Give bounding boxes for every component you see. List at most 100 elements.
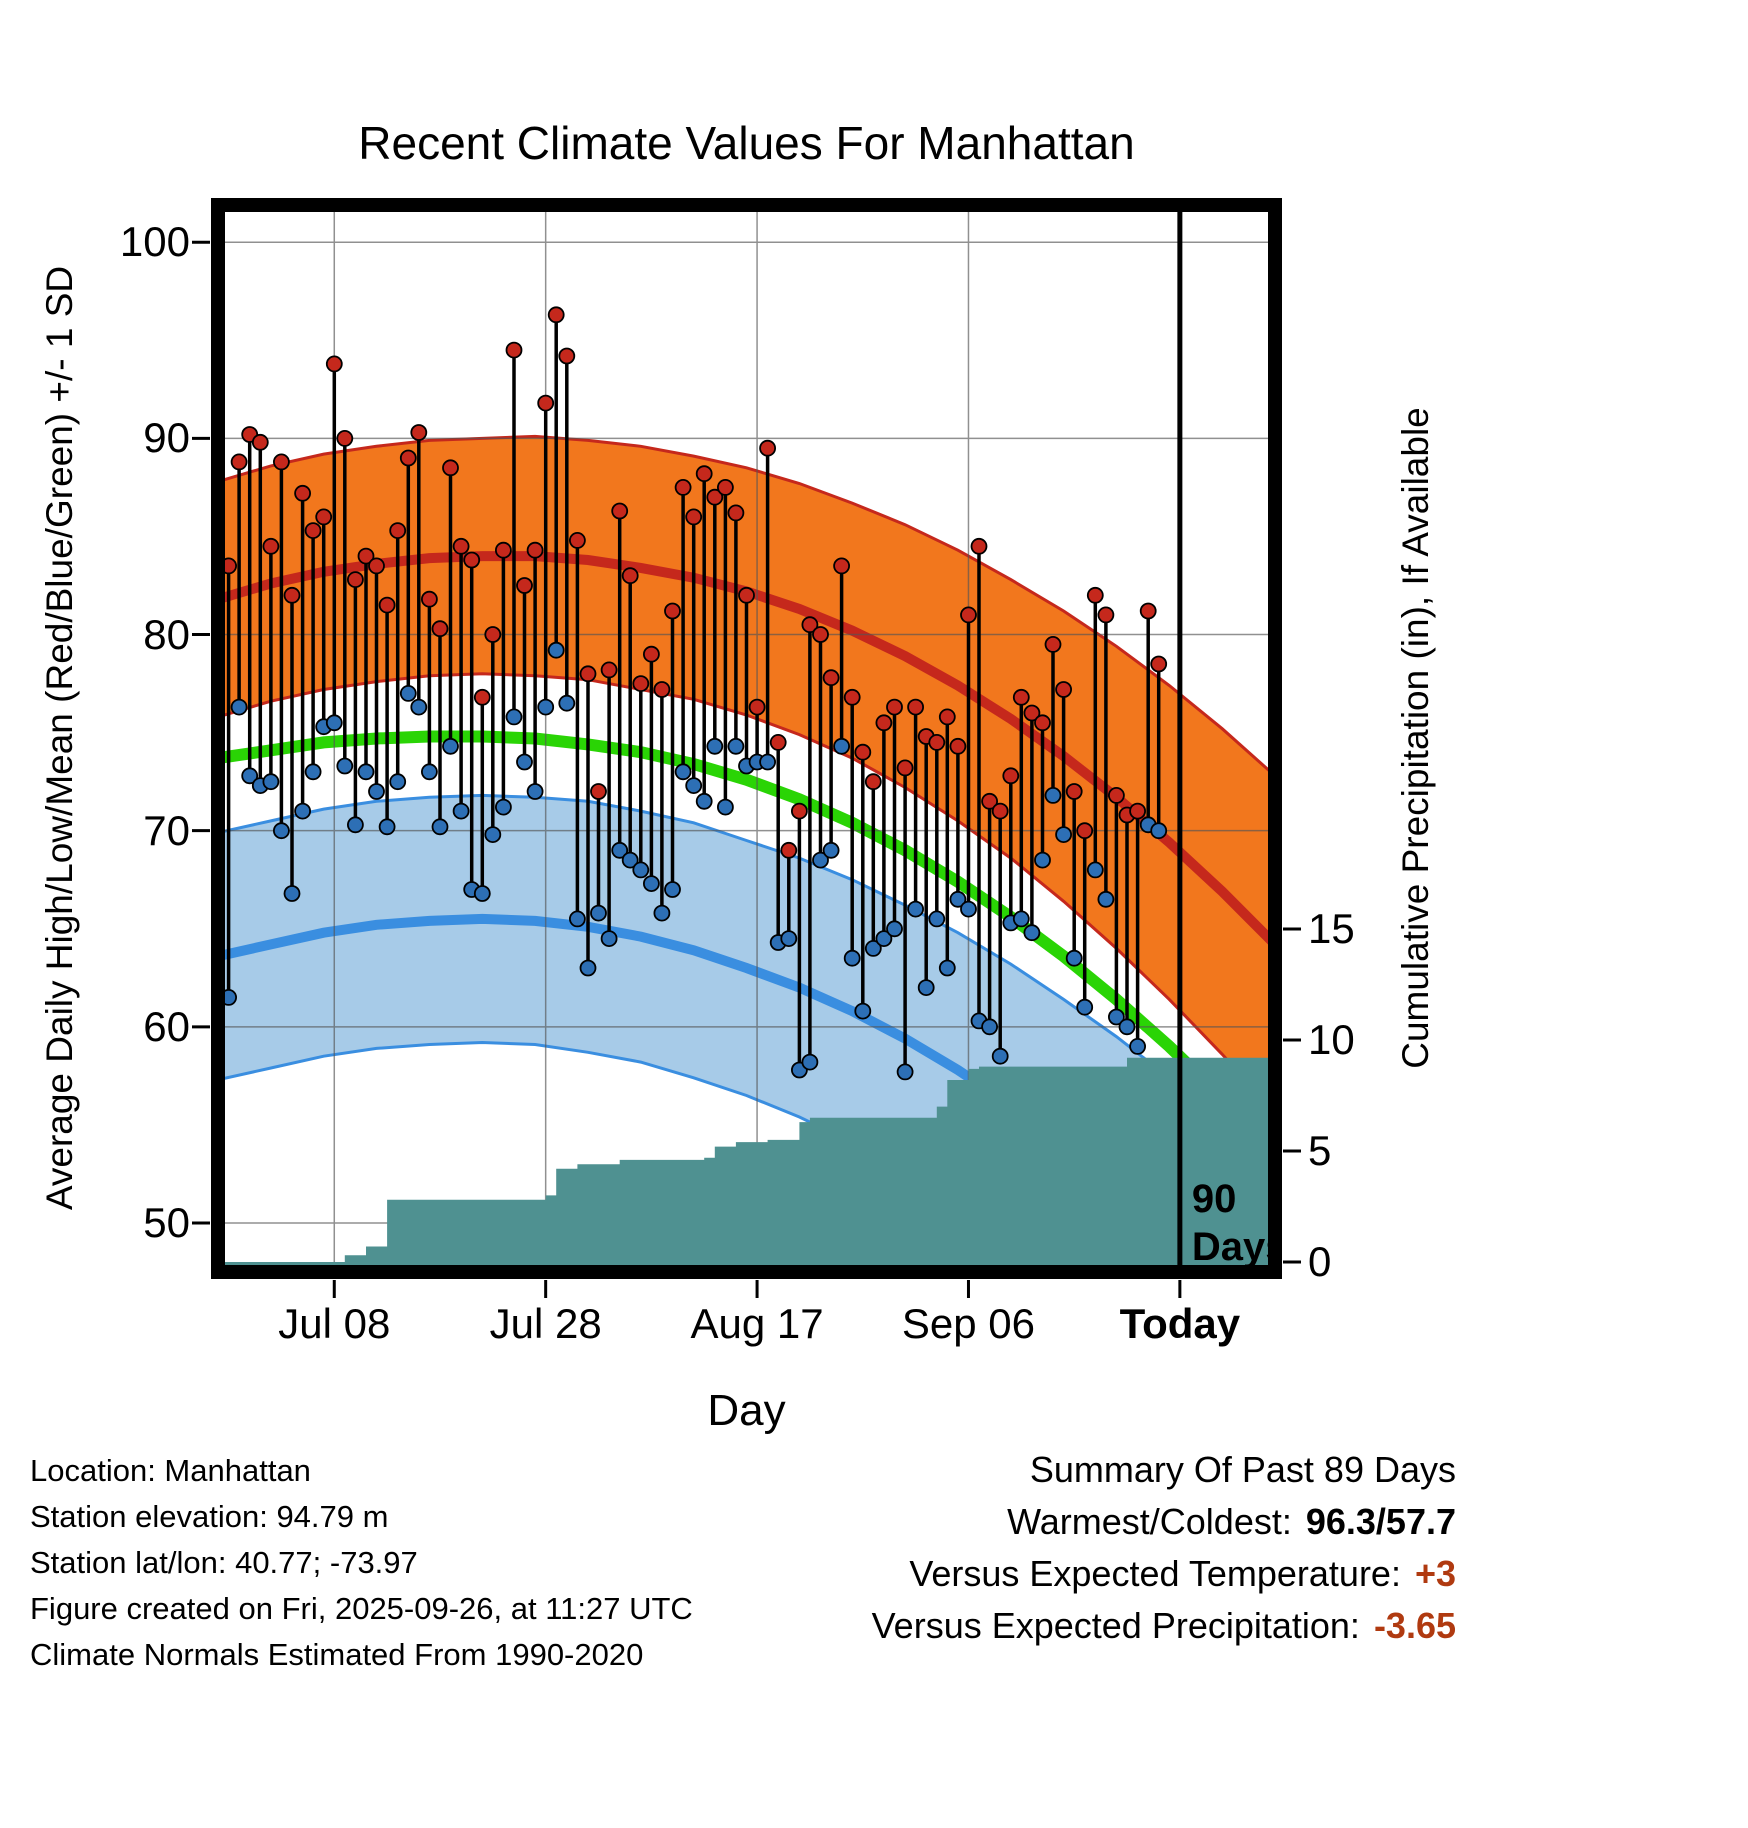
daily-high-dot bbox=[949, 737, 967, 755]
daily-high-dot bbox=[981, 792, 998, 810]
daily-low-dot bbox=[685, 777, 703, 794]
daily-high-dot bbox=[368, 557, 385, 575]
daily-low-dot bbox=[537, 698, 555, 716]
daily-high-dot bbox=[717, 478, 734, 496]
daily-low-dot bbox=[558, 694, 576, 712]
left-axis-label: Average Daily High/Low/Mean (Red/Blue/Gr… bbox=[39, 265, 80, 1211]
daily-high-dot bbox=[970, 537, 988, 555]
daily-high-dot bbox=[399, 449, 417, 467]
daily-low-dot bbox=[230, 698, 248, 716]
daily-high-dot bbox=[843, 688, 861, 706]
daily-high-dot bbox=[1023, 704, 1041, 722]
summary-value: -3.65 bbox=[1373, 1605, 1456, 1646]
daily-low-dot bbox=[1150, 822, 1168, 840]
daily-low-dot bbox=[917, 979, 935, 996]
daily-high-dot bbox=[907, 698, 924, 716]
daily-high-dot bbox=[960, 606, 977, 624]
y-axis-tick-label: 60 bbox=[143, 1002, 190, 1050]
daily-high-dot bbox=[896, 759, 914, 777]
daily-high-dot bbox=[854, 743, 872, 761]
daily-low-dot bbox=[241, 767, 259, 785]
daily-high-dot bbox=[378, 596, 396, 614]
daily-low-dot bbox=[674, 763, 692, 781]
daily-high-dot bbox=[769, 734, 787, 751]
daily-high-dot bbox=[748, 698, 766, 716]
daily-low-dot bbox=[431, 818, 449, 836]
daily-low-dot bbox=[812, 851, 829, 869]
daily-high-dot bbox=[695, 465, 713, 483]
daily-low-dot bbox=[695, 792, 713, 810]
station-latlon: Station lat/lon: 40.77; -73.97 bbox=[30, 1545, 418, 1580]
daily-high-dot bbox=[1012, 688, 1030, 706]
daily-high-dot bbox=[1034, 714, 1051, 732]
daily-high-dot bbox=[389, 522, 407, 539]
daily-high-dot bbox=[547, 306, 565, 324]
daily-high-dot bbox=[791, 802, 808, 820]
summary-row-temp-anomaly: Versus Expected Temperature: +3 bbox=[872, 1548, 1456, 1600]
daily-high-dot bbox=[463, 551, 481, 569]
daily-high-dot bbox=[569, 532, 586, 549]
daily-high-dot bbox=[1076, 822, 1094, 840]
daily-low-dot bbox=[706, 737, 724, 755]
daily-high-dot bbox=[706, 488, 724, 506]
daily-low-dot bbox=[473, 885, 491, 902]
daily-high-dot bbox=[1055, 681, 1072, 698]
daily-low-dot bbox=[1108, 1008, 1125, 1026]
daily-low-dot bbox=[547, 641, 565, 659]
station-elevation: Station elevation: 94.79 m bbox=[30, 1499, 389, 1534]
daily-high-dot bbox=[484, 626, 502, 643]
daily-low-dot bbox=[304, 763, 322, 781]
daily-high-dot bbox=[833, 557, 850, 575]
summary-row-precip-anomaly: Versus Expected Precipitation: -3.65 bbox=[872, 1600, 1456, 1652]
daily-low-dot bbox=[949, 890, 967, 908]
daily-low-dot bbox=[759, 753, 776, 771]
daily-low-dot bbox=[643, 875, 660, 892]
daily-low-dot bbox=[452, 802, 470, 820]
x-axis-tick-label: Aug 17 bbox=[690, 1300, 824, 1347]
x-axis-tick-label: Sep 06 bbox=[901, 1300, 1036, 1347]
daily-high-dot bbox=[473, 688, 491, 706]
daily-high-dot bbox=[590, 783, 607, 800]
daily-low-dot bbox=[611, 841, 629, 859]
daily-low-dot bbox=[938, 959, 956, 977]
daily-high-dot bbox=[304, 522, 322, 539]
daily-low-dot bbox=[1055, 826, 1072, 843]
daily-low-dot bbox=[262, 773, 280, 791]
right-axis-tick-label: 0 bbox=[1308, 1238, 1332, 1285]
daily-low-dot bbox=[336, 757, 354, 775]
daily-low-dot bbox=[833, 737, 850, 755]
daily-low-dot bbox=[1044, 787, 1062, 804]
ninety-day-label: 90 bbox=[1192, 1177, 1237, 1221]
daily-high-dot bbox=[294, 484, 312, 502]
ninety-day-label: Days bbox=[1192, 1225, 1288, 1269]
daily-low-dot bbox=[780, 930, 798, 947]
daily-high-dot bbox=[938, 708, 956, 726]
daily-high-dot bbox=[759, 439, 776, 457]
low-band-top-edge bbox=[218, 793, 1275, 1174]
summary-label: Versus Expected Temperature: bbox=[909, 1553, 1401, 1594]
high-temp-band bbox=[218, 436, 1275, 1114]
daily-low-dot bbox=[526, 783, 544, 800]
daily-high-dot bbox=[864, 773, 882, 791]
y-axis-tick-label: 50 bbox=[143, 1198, 190, 1246]
cumulative-precip-area bbox=[218, 1057, 1275, 1272]
daily-high-dot bbox=[632, 675, 650, 692]
daily-low-dot bbox=[1086, 861, 1104, 879]
daily-high-dot bbox=[1150, 655, 1168, 673]
summary-panel: Summary Of Past 89 Days Warmest/Coldest:… bbox=[872, 1444, 1456, 1652]
right-axis-label: Cumulative Precipitation (in), If Availa… bbox=[1395, 407, 1436, 1069]
daily-high-dot bbox=[822, 669, 840, 687]
daily-high-dot bbox=[1002, 767, 1020, 785]
daily-high-dot bbox=[420, 590, 438, 608]
daily-high-dot bbox=[801, 616, 819, 634]
daily-low-dot bbox=[632, 861, 650, 879]
daily-low-dot bbox=[357, 763, 375, 781]
daily-high-dot bbox=[516, 577, 533, 594]
daily-high-dot bbox=[357, 547, 375, 565]
daily-low-dot bbox=[1012, 910, 1030, 928]
daily-low-dot bbox=[579, 959, 597, 977]
daily-high-dot bbox=[780, 841, 798, 859]
daily-low-dot bbox=[399, 685, 417, 702]
